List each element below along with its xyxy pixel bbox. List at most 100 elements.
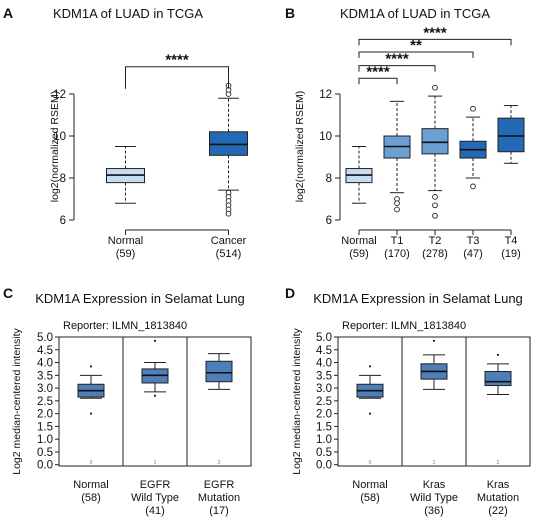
chart-title: KDM1A of LUAD in TCGA <box>340 6 490 21</box>
category-label: Normal <box>108 235 143 247</box>
outlier-point <box>89 412 93 415</box>
y-tick-label: 2.5 <box>37 396 53 408</box>
significance-label: **** <box>385 51 409 68</box>
significance-bracket: **** <box>358 24 512 46</box>
y-tick-label: 12 <box>319 89 332 101</box>
chart-title: KDM1A Expression in Selamat Lung <box>35 291 245 306</box>
outlier-point <box>432 212 438 219</box>
outlier-point <box>496 353 500 356</box>
y-tick-label: 4.0 <box>316 358 332 370</box>
outlier-point <box>368 412 372 415</box>
category-count: (36) <box>424 505 444 517</box>
category-label: T2 <box>429 235 442 247</box>
y-axis-label: Log2 median-centered intensity <box>291 328 303 475</box>
box-iqr <box>209 131 248 156</box>
y-tick-label: 8 <box>60 173 66 185</box>
y-tick-label: 5.0 <box>37 332 53 344</box>
y-tick-label: 3.0 <box>37 383 53 395</box>
y-tick-label: 1.0 <box>316 434 332 446</box>
category-label: Cancer <box>211 235 247 247</box>
y-tick-label: 2.0 <box>316 409 332 421</box>
bracket-line <box>358 77 398 85</box>
category-label: T3 <box>467 235 480 247</box>
outlier-point <box>225 210 232 217</box>
y-tick-label: 6 <box>326 215 332 227</box>
y-tick-label: 1.5 <box>316 421 332 433</box>
category-count: (58) <box>81 492 101 504</box>
category-count: (19) <box>501 248 521 260</box>
significance-label: ** <box>410 37 422 54</box>
significance-label: **** <box>165 52 189 69</box>
category-count: (514) <box>216 248 242 260</box>
category-label: T4 <box>505 235 518 247</box>
y-tick-label: 4.5 <box>37 345 53 357</box>
category-count: (17) <box>209 505 229 517</box>
panel-letter: C <box>3 285 13 301</box>
significance-bracket: **** <box>358 63 398 85</box>
outlier-point <box>89 365 93 368</box>
y-tick-label: 2.5 <box>316 396 332 408</box>
column-index: 0 <box>369 460 372 466</box>
outlier-point <box>153 394 157 397</box>
panel-letter: D <box>285 285 295 301</box>
y-tick-label: 4.5 <box>316 345 332 357</box>
y-tick-label: 0.0 <box>316 460 332 472</box>
panel-d: D KDM1A Expression in Selamat Lung0.00.51… <box>285 285 531 517</box>
box-iqr <box>421 128 449 155</box>
column-index: 1 <box>433 460 436 466</box>
box-0 <box>345 146 373 204</box>
box-iqr <box>497 117 525 153</box>
category-label: EGFR <box>204 479 235 491</box>
y-tick-label: 1.5 <box>37 421 53 433</box>
category-label: Normal <box>352 479 387 491</box>
chart-title: KDM1A of LUAD in TCGA <box>53 6 203 21</box>
column-index: 0 <box>90 460 93 466</box>
outlier-point <box>368 365 372 368</box>
category-count: (41) <box>145 505 165 517</box>
significance-bracket: **** <box>125 52 229 89</box>
reporter-label: Reporter: ILMN_1813840 <box>63 320 187 332</box>
y-axis-label: Log2 median-centered intensity <box>11 328 23 475</box>
outlier-point <box>432 84 438 91</box>
outlier-point <box>394 200 400 207</box>
box-0 <box>106 146 145 204</box>
category-count: (22) <box>488 505 508 517</box>
outlier-point <box>153 339 157 342</box>
plot-frame <box>58 336 252 467</box>
category-label: Normal <box>341 235 376 247</box>
outlier-point <box>432 202 438 209</box>
y-axis-label: log2(normalized RSEM) <box>49 91 61 202</box>
category-label: Kras <box>423 479 446 491</box>
box-iqr <box>205 360 233 383</box>
column-index: 1 <box>154 460 157 466</box>
chart-title: KDM1A Expression in Selamat Lung <box>313 291 523 306</box>
category-label: Mutation <box>198 492 240 504</box>
panel-c: C KDM1A Expression in Selamat Lung0.00.51… <box>3 285 252 517</box>
category-count: (47) <box>463 248 483 260</box>
outlier-point <box>432 339 436 342</box>
box-1 <box>383 100 411 213</box>
box-0 <box>77 365 105 415</box>
y-tick-label: 0.0 <box>37 460 53 472</box>
category-label: Mutation <box>477 492 519 504</box>
y-tick-label: 0.5 <box>37 447 53 459</box>
bracket-line <box>125 66 229 89</box>
box-1 <box>420 339 448 390</box>
panel-a: A KDM1A of LUAD in TCGA 6 8 10 12log2(normali… <box>3 5 248 260</box>
y-tick-label: 0.5 <box>316 447 332 459</box>
outlier-point <box>394 206 400 213</box>
box-2 <box>421 84 449 219</box>
y-tick-label: 1.0 <box>37 434 53 446</box>
y-tick-label: 4.0 <box>37 358 53 370</box>
y-tick-label: 2.0 <box>37 409 53 421</box>
box-1 <box>141 339 169 397</box>
significance-label: **** <box>366 63 390 80</box>
category-label: T1 <box>391 235 404 247</box>
y-tick-label: 10 <box>53 131 66 143</box>
y-tick-label: 6 <box>60 215 66 227</box>
y-tick-label: 12 <box>53 89 66 101</box>
box-2 <box>205 353 233 390</box>
panel-letter: B <box>285 5 295 21</box>
bracket-line <box>358 38 512 46</box>
outlier-point <box>470 105 476 112</box>
